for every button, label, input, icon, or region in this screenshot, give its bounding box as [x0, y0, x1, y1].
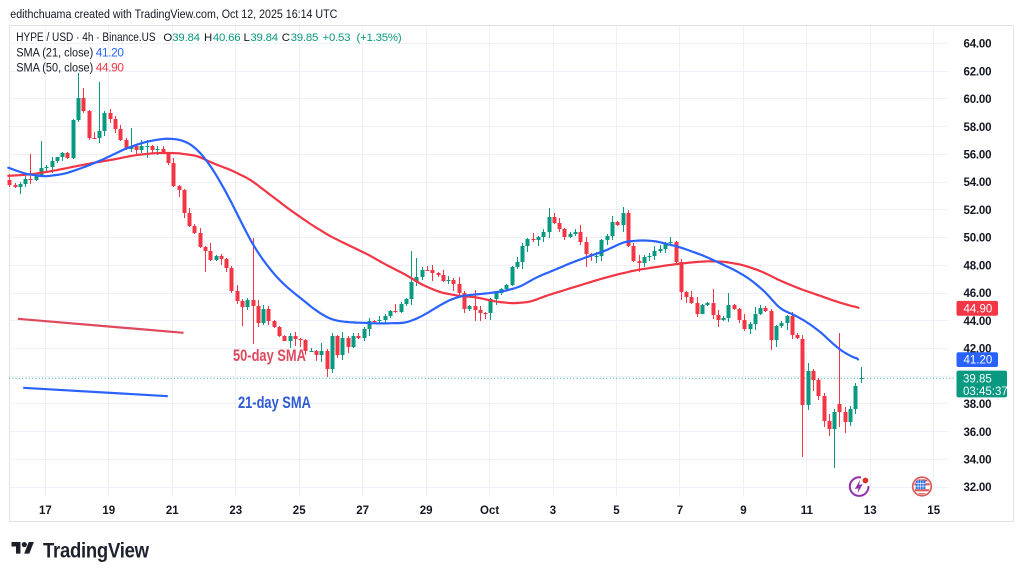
svg-text:21-day SMA: 21-day SMA — [238, 395, 311, 413]
svg-text:62.00: 62.00 — [964, 66, 992, 78]
svg-text:40.66: 40.66 — [213, 32, 241, 44]
svg-text:11: 11 — [801, 505, 814, 517]
svg-text:39.85: 39.85 — [963, 374, 992, 386]
svg-text:34.00: 34.00 — [964, 455, 992, 467]
svg-text:52.00: 52.00 — [964, 205, 992, 217]
svg-text:27: 27 — [356, 505, 369, 517]
svg-text:39.84: 39.84 — [172, 32, 200, 44]
svg-text:SMA (50, close): SMA (50, close) — [16, 62, 93, 75]
svg-text:(+1.35%): (+1.35%) — [357, 32, 402, 44]
svg-text:44.00: 44.00 — [964, 316, 992, 328]
svg-text:13: 13 — [864, 505, 877, 517]
svg-text:46.00: 46.00 — [964, 288, 992, 300]
svg-text:+0.53: +0.53 — [323, 32, 351, 44]
svg-text:64.00: 64.00 — [964, 39, 992, 51]
svg-text:TradingView: TradingView — [43, 539, 149, 563]
svg-text:23: 23 — [229, 505, 242, 517]
svg-text:7: 7 — [677, 505, 683, 517]
svg-text:3: 3 — [550, 505, 556, 517]
svg-text:O: O — [163, 32, 172, 44]
svg-text:58.00: 58.00 — [964, 122, 992, 134]
svg-text:50.00: 50.00 — [964, 233, 992, 245]
svg-text:39.84: 39.84 — [250, 32, 278, 44]
svg-text:Oct: Oct — [480, 505, 499, 517]
svg-text:44.90: 44.90 — [96, 60, 125, 74]
svg-text:5: 5 — [613, 505, 620, 517]
svg-text:17: 17 — [39, 505, 52, 517]
svg-text:H: H — [204, 32, 212, 44]
svg-text:29: 29 — [420, 505, 433, 517]
svg-text:L: L — [244, 32, 250, 44]
svg-text:SMA (21, close): SMA (21, close) — [16, 47, 93, 60]
svg-text:60.00: 60.00 — [964, 94, 992, 106]
svg-text:54.00: 54.00 — [964, 177, 992, 189]
svg-text:C: C — [282, 32, 290, 44]
svg-text:38.00: 38.00 — [964, 399, 992, 411]
svg-text:36.00: 36.00 — [964, 427, 992, 439]
svg-text:50-day SMA: 50-day SMA — [233, 348, 306, 366]
svg-text:32.00: 32.00 — [964, 482, 992, 494]
svg-text:edithchuama created with Tradi: edithchuama created with TradingView.com… — [10, 8, 337, 21]
svg-text:56.00: 56.00 — [964, 150, 992, 162]
svg-text:39.85: 39.85 — [291, 32, 319, 44]
svg-text:9: 9 — [740, 505, 746, 517]
svg-text:44.90: 44.90 — [964, 303, 993, 315]
svg-text:15: 15 — [927, 505, 940, 517]
svg-text:41.20: 41.20 — [964, 355, 993, 367]
svg-text:HYPE / USD · 4h · Binance.US: HYPE / USD · 4h · Binance.US — [16, 31, 155, 44]
svg-text:19: 19 — [102, 505, 115, 517]
svg-text:48.00: 48.00 — [964, 260, 992, 272]
svg-text:25: 25 — [293, 505, 306, 517]
svg-text:03:45:37: 03:45:37 — [963, 386, 1008, 398]
svg-text:41.20: 41.20 — [96, 46, 125, 60]
svg-text:21: 21 — [166, 505, 179, 517]
